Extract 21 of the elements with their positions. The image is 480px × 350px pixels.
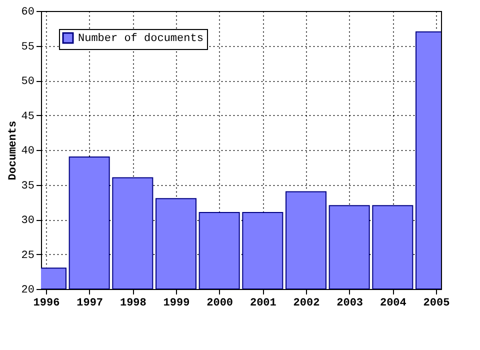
x-tick-label: 1998 [120, 298, 147, 310]
y-tick-label: 50 [21, 76, 34, 88]
y-tick-label: 30 [21, 215, 34, 227]
x-tick-label: 2005 [423, 298, 450, 310]
y-tick-label: 35 [21, 180, 34, 192]
y-axis-title: Documents [7, 120, 20, 180]
y-tick-label: 60 [21, 6, 34, 18]
x-tick-label: 1999 [163, 298, 190, 310]
y-tick-label: 45 [21, 110, 34, 123]
x-tick-label: 2003 [336, 298, 364, 310]
x-tick-label: 2000 [206, 298, 234, 310]
x-tick-label: 1996 [33, 298, 60, 310]
x-tick-label: 2001 [250, 298, 277, 310]
y-tick-label: 20 [21, 284, 34, 296]
x-tick-label: 2004 [380, 298, 407, 310]
legend-label: Number of documents [78, 33, 204, 45]
x-tick-label: 1997 [76, 298, 104, 310]
y-tick-label: 55 [21, 41, 34, 54]
x-tick-label: 2002 [293, 298, 320, 310]
y-tick-label: 40 [21, 146, 34, 158]
y-tick-label: 25 [21, 250, 34, 262]
